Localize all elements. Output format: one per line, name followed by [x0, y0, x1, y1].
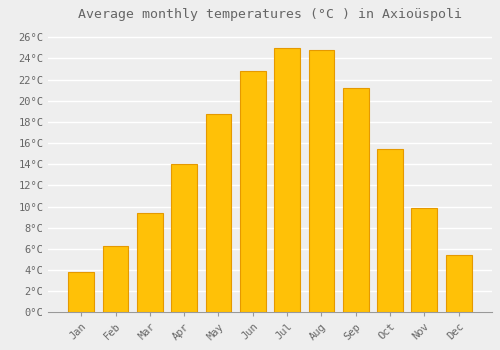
Bar	[274, 48, 300, 312]
Bar	[206, 114, 232, 312]
Bar	[412, 208, 437, 312]
Bar	[343, 88, 368, 312]
Bar	[102, 246, 128, 312]
Bar	[308, 50, 334, 312]
Title: Average monthly temperatures (°C ) in Axioüspoli: Average monthly temperatures (°C ) in Ax…	[78, 8, 462, 21]
Bar	[446, 255, 471, 312]
Bar	[137, 213, 162, 312]
Bar	[377, 149, 403, 312]
Bar	[240, 71, 266, 312]
Bar	[172, 164, 197, 312]
Bar	[68, 272, 94, 312]
